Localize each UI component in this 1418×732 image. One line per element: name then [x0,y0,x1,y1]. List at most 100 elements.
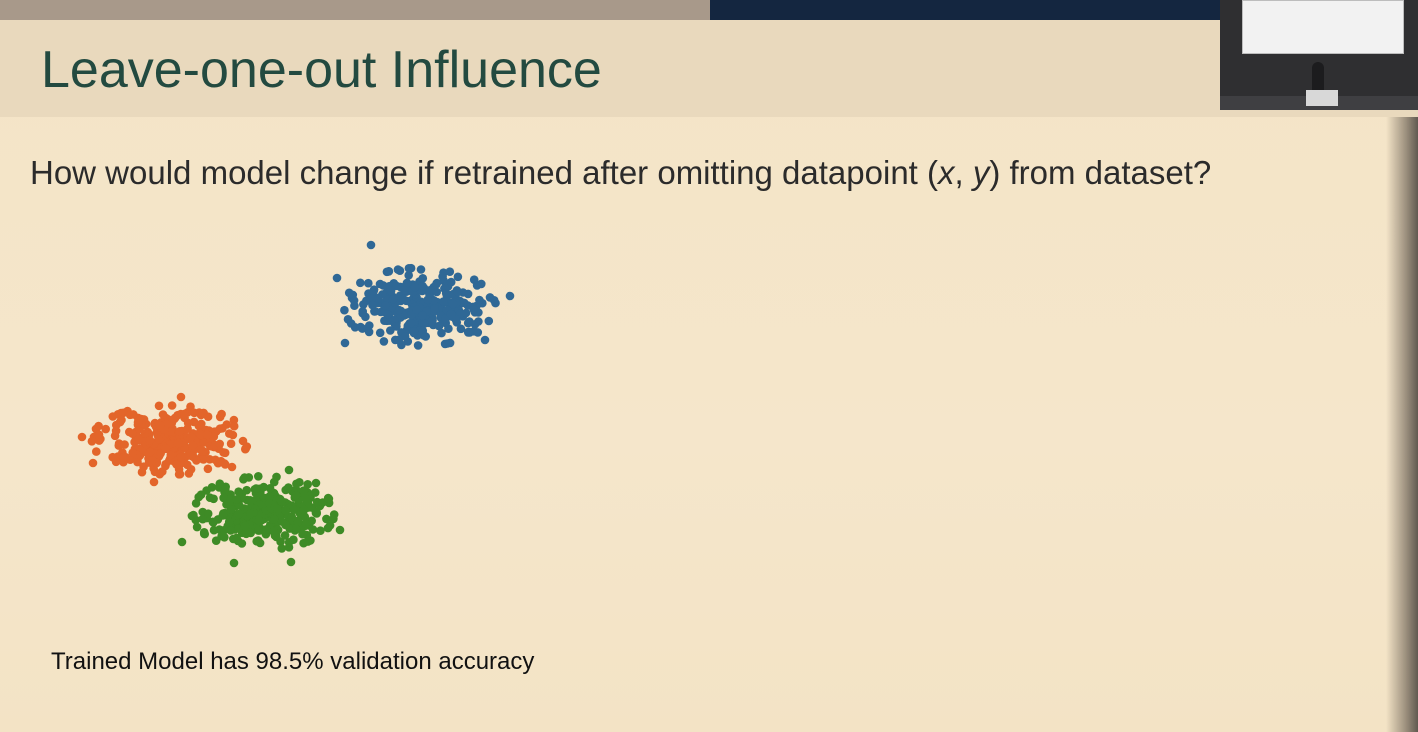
blue-point [438,272,447,281]
camera-feed [1220,0,1418,110]
orange-point [161,444,171,453]
blue-point [441,289,451,298]
blue-point [491,298,500,308]
green-point [234,487,243,497]
right-edge-shadow [1386,117,1418,732]
green-point [277,496,286,506]
question-sep: , [954,154,973,191]
blue-point [421,332,431,341]
green-point [226,526,235,535]
blue-point [446,277,456,287]
blue-point [477,279,486,289]
green-point [291,491,301,500]
blue-point [386,286,396,296]
orange-point [158,410,168,419]
blue-point [445,338,455,348]
green-point [198,514,207,524]
blue-point [420,319,429,328]
green-point [251,484,261,493]
green-point [284,483,293,492]
green-point [293,518,303,527]
blue-point [394,305,404,315]
blue-point [404,271,414,280]
orange-point [155,421,165,430]
green-point [246,509,255,519]
orange-point [87,437,97,446]
blue-point [413,341,423,350]
orange-point [154,434,164,444]
blue-point [356,278,365,288]
green-point [308,525,318,534]
blue-point [409,327,419,336]
green-point [240,521,250,531]
blue-point [359,300,368,309]
green-point [298,529,307,539]
orange-point [229,415,239,425]
orange-point [108,452,117,462]
blue-point [364,327,374,337]
orange-point [215,424,225,434]
blue-point [475,295,484,305]
blue-point [343,315,353,324]
blue-point [402,296,411,306]
orange-point [150,467,160,477]
green-point [221,485,230,495]
blue-point [416,265,426,274]
orange-outlier-point [149,477,159,487]
blue-point [394,335,404,345]
blue-point [423,295,433,305]
orange-point [166,450,176,460]
blue-point [430,304,439,314]
orange-point [229,421,239,431]
green-outlier-point [311,478,321,488]
orange-point [147,455,157,465]
green-point [273,504,282,514]
accuracy-caption: Trained Model has 98.5% validation accur… [51,648,535,675]
blue-point [412,305,422,315]
green-point [232,533,241,543]
green-point [196,490,206,500]
blue-point [463,328,473,337]
blue-point [340,305,349,315]
blue-point [410,283,420,292]
green-point [265,484,275,493]
orange-point [209,432,219,441]
green-point [292,479,301,489]
green-point [272,472,281,482]
green-point [192,522,202,532]
green-point [323,523,333,533]
green-point [226,505,236,514]
orange-point [183,460,192,470]
green-point [232,495,241,504]
green-outlier-point [286,557,296,567]
blue-point [364,278,373,288]
blue-point [469,275,479,285]
orange-point [226,439,236,449]
green-point [265,492,274,502]
blue-point [349,296,359,305]
blue-point [448,299,458,309]
slide-title: Leave-one-out Influence [41,41,602,99]
green-point [254,526,263,535]
orange-point [220,460,230,469]
orange-point [203,412,213,422]
blue-point [365,321,374,330]
orange-point [174,438,183,448]
green-cluster [177,465,345,568]
blue-point [407,310,416,320]
green-point [316,526,325,535]
blue-point [382,316,392,326]
orange-point [128,429,137,438]
green-point [219,525,229,535]
question-x: x [938,154,955,191]
orange-point [145,447,155,457]
blue-point [381,301,390,310]
orange-point [215,439,224,449]
blue-point [445,267,455,277]
green-point [323,493,333,503]
orange-point [203,464,213,474]
green-point [303,480,313,489]
orange-point [94,430,104,440]
